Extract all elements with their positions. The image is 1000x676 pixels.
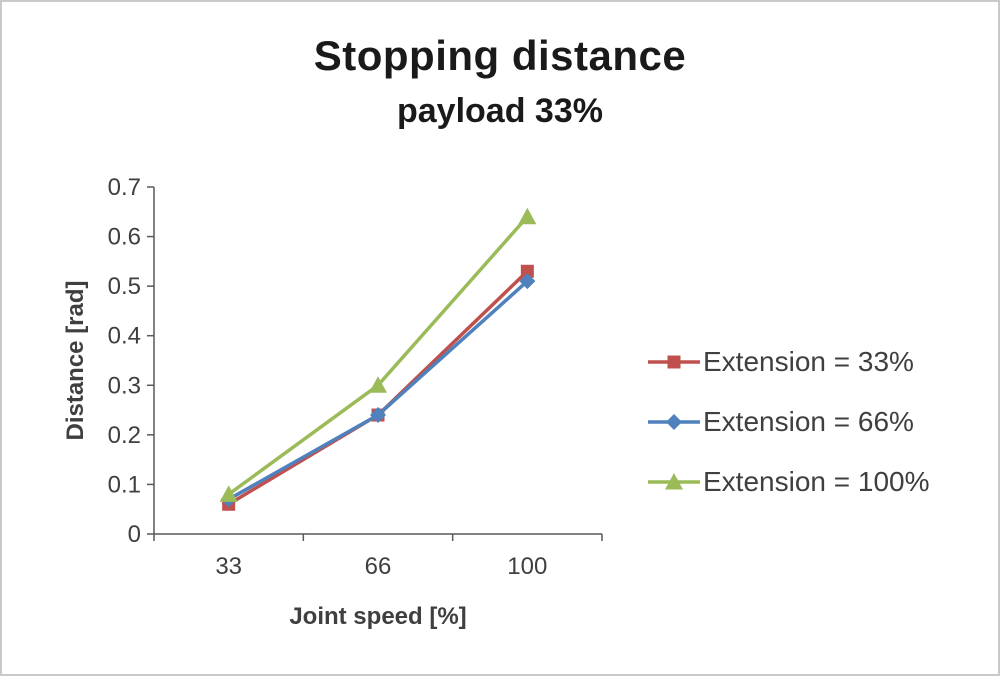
series-marker-diamond — [370, 407, 386, 424]
series-marker-triangle — [518, 207, 537, 225]
x-tick-label: 100 — [507, 553, 547, 580]
chart-title: Stopping distance — [313, 32, 687, 79]
y-tick-label: 0.5 — [108, 273, 141, 300]
plot-area: 0 0.1 0.2 0.3 0.4 0.5 0.6 0.7 33 66 100 Joint speed… — [62, 174, 603, 630]
y-tick-label: 0.1 — [108, 471, 141, 498]
legend-label: Extension = 33% — [703, 346, 914, 377]
y-tick-label: 0 — [128, 521, 141, 548]
legend-key-triangle-icon — [648, 473, 700, 490]
y-tick-label: 0.2 — [108, 422, 141, 449]
y-axis-title: Distance [rad] — [62, 280, 89, 440]
legend-key-marker — [665, 473, 683, 490]
x-axis-title: Joint speed [%] — [289, 603, 466, 630]
series-line-2 — [227, 215, 529, 496]
legend-item: Extension = 100% — [648, 452, 930, 512]
series-marker-diamond — [519, 273, 536, 290]
chart-subtitle: payload 33% — [397, 92, 603, 130]
legend-item: Extension = 66% — [648, 392, 930, 452]
y-tick-label: 0.3 — [108, 372, 141, 399]
legend-item: Extension = 33% — [648, 332, 930, 392]
y-tick-label: 0.4 — [108, 323, 141, 350]
x-tick-label: 66 — [365, 553, 392, 580]
legend-label: Extension = 66% — [703, 406, 914, 437]
x-tick-label: 33 — [215, 553, 242, 580]
legend-key-marker — [666, 414, 682, 430]
series-marker-triangle — [369, 376, 387, 393]
legend-key-diamond-icon — [648, 414, 700, 430]
legend: Extension = 33% Extension = 66% Extension … — [648, 332, 930, 512]
legend-key-marker — [667, 355, 681, 369]
y-tick-label: 0.6 — [108, 224, 141, 251]
series-marker-square — [520, 264, 534, 278]
series-marker-triangle — [219, 485, 238, 502]
legend-label: Extension = 100% — [703, 466, 930, 497]
y-tick-label: 0.7 — [108, 174, 141, 201]
legend-key-square-icon — [648, 355, 700, 369]
